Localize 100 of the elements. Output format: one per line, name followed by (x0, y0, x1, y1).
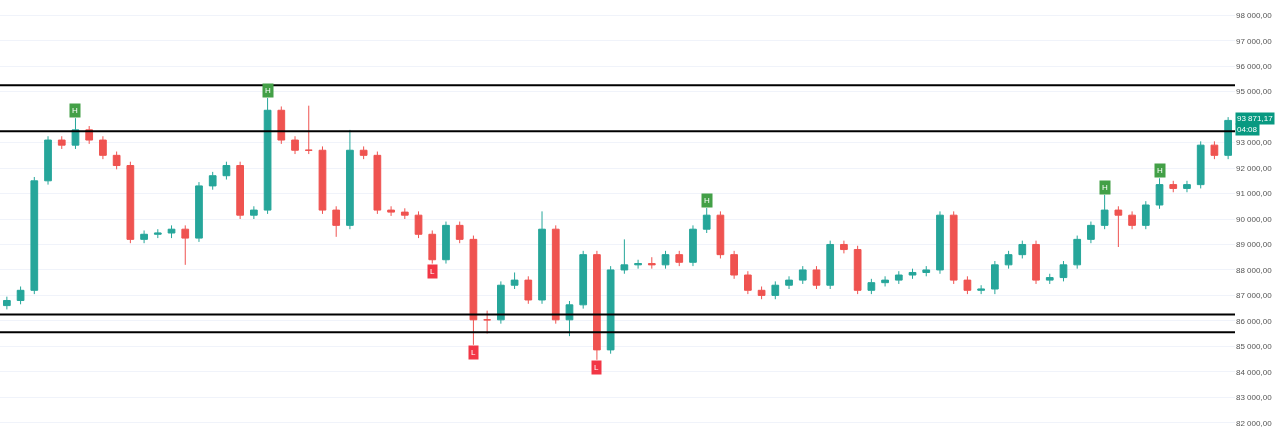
candlestick (400, 207, 409, 220)
candlestick (785, 275, 793, 290)
annotation: L (594, 363, 599, 372)
candlestick (744, 270, 752, 295)
annotation: L (430, 267, 435, 276)
candlestick (730, 250, 738, 280)
candlestick (1114, 205, 1123, 248)
candlestick (373, 151, 382, 215)
candlestick (44, 135, 52, 186)
candlestick (771, 280, 780, 300)
annotation: H (265, 86, 271, 95)
candlestick (455, 221, 464, 244)
y-tick-label: 87 000,00 (1236, 291, 1273, 301)
candlestick (826, 240, 835, 290)
candlestick (565, 300, 574, 337)
candlestick (812, 265, 821, 290)
candlestick (291, 135, 299, 155)
candlestick (112, 151, 121, 170)
candlestick (414, 210, 423, 239)
candlestick (1128, 210, 1136, 230)
candlestick (798, 265, 807, 285)
candlestick (991, 260, 999, 295)
y-tick-label: 95 000,00 (1236, 87, 1273, 97)
candlestick (469, 235, 478, 346)
candlestick (634, 259, 642, 270)
candlestick (606, 265, 615, 355)
candlestick (181, 224, 190, 266)
annotation: H (1102, 183, 1108, 192)
candlestick (1210, 140, 1219, 160)
candlestick (1032, 240, 1040, 285)
annotation: 93 871,17 (1237, 114, 1274, 123)
y-tick-label: 92 000,00 (1236, 163, 1273, 173)
candlestick (647, 256, 656, 270)
annotation: H (704, 196, 710, 205)
candlestick (1004, 250, 1013, 270)
y-tick-label: 85 000,00 (1236, 342, 1273, 352)
candlestick (1073, 235, 1082, 270)
y-tick-label: 82 000,00 (1236, 418, 1273, 428)
candlestick (167, 224, 176, 239)
candlestick (551, 224, 560, 325)
annotation: H (1157, 166, 1163, 175)
candlestick (675, 250, 684, 267)
candlestick (840, 240, 848, 254)
candlestick (949, 210, 958, 285)
candlestick (881, 275, 889, 287)
text: 04:08 (1237, 125, 1258, 134)
y-tick-label: 97 000,00 (1236, 36, 1273, 46)
candlestick (661, 250, 670, 270)
candlestick (1169, 180, 1178, 193)
candlestick (126, 161, 135, 244)
candlestick (57, 135, 66, 150)
annotation: L (471, 348, 476, 357)
candlestick (250, 205, 258, 220)
candlestick (195, 181, 203, 243)
candlestick (236, 161, 244, 220)
candlestick (483, 310, 491, 335)
candlestick (222, 161, 231, 181)
y-tick-label: 98 000,00 (1236, 11, 1273, 21)
y-tick-label: 93 000,00 (1236, 138, 1273, 148)
candlestick (304, 105, 313, 155)
candlestick (936, 210, 944, 275)
candlestick (16, 285, 25, 305)
y-tick-label: 91 000,00 (1236, 189, 1273, 199)
candlestick (387, 205, 395, 217)
candlestick (593, 250, 601, 361)
candlestick (867, 278, 876, 295)
candlestick (538, 210, 546, 305)
candlestick (1018, 240, 1027, 259)
y-tick-label: 89 000,00 (1236, 240, 1273, 250)
candlestick (716, 210, 725, 259)
candlestick (359, 145, 368, 160)
candlestick (1155, 177, 1164, 210)
candlestick (1141, 200, 1150, 230)
candlestick (853, 245, 862, 295)
candlestick (922, 265, 931, 277)
candlestick (1183, 180, 1191, 193)
candlestick (346, 129, 354, 230)
y-tick-label: 83 000,00 (1236, 393, 1273, 403)
candlestick (977, 284, 985, 295)
candlestick (99, 135, 107, 160)
candlestick (1196, 140, 1205, 189)
candlestick (894, 270, 903, 285)
candlestick (510, 271, 519, 290)
candlestick (620, 238, 629, 275)
candlestick (497, 280, 505, 325)
y-tick-label: 86 000,00 (1236, 316, 1273, 326)
candlestick (1045, 273, 1054, 285)
candlestick (428, 229, 437, 265)
candlestick (332, 205, 341, 238)
y-tick-label: 96 000,00 (1236, 62, 1273, 72)
candlestick (1224, 116, 1232, 160)
candlestick (318, 145, 327, 215)
candlestick (689, 224, 697, 267)
y-tick-label: 88 000,00 (1236, 265, 1273, 275)
y-tick-label: 90 000,00 (1236, 214, 1273, 224)
candlestick (30, 176, 39, 295)
candlestick (277, 105, 286, 145)
candlestick (1100, 194, 1109, 230)
candlestick (153, 228, 162, 239)
annotation: H (72, 106, 78, 115)
